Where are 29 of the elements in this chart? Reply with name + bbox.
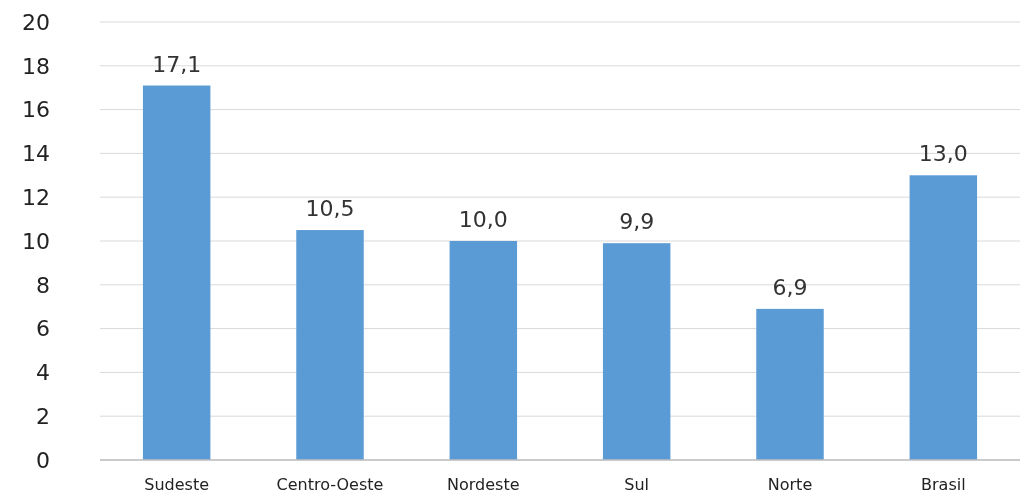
y-tick-label: 10 bbox=[22, 228, 50, 254]
y-tick-label: 0 bbox=[36, 447, 50, 473]
data-label: 13,0 bbox=[918, 141, 968, 167]
bar bbox=[142, 85, 211, 460]
data-label: 9,9 bbox=[619, 209, 655, 235]
bar bbox=[756, 308, 824, 460]
y-tick-label: 4 bbox=[36, 360, 50, 386]
y-tick-label: 18 bbox=[22, 53, 50, 79]
bar bbox=[909, 175, 978, 460]
data-label: 10,0 bbox=[458, 207, 508, 232]
data-label: 6,9 bbox=[772, 274, 808, 300]
y-tick-label: 8 bbox=[36, 272, 50, 298]
y-tick-label: 16 bbox=[22, 97, 50, 123]
y-tick-label: 12 bbox=[22, 184, 50, 210]
x-tick-label: Brasil bbox=[921, 475, 966, 494]
y-tick-label: 2 bbox=[36, 403, 50, 429]
bar bbox=[602, 243, 671, 460]
x-tick-label: Nordeste bbox=[447, 475, 520, 494]
y-tick-label: 14 bbox=[22, 141, 50, 167]
bar bbox=[449, 241, 518, 460]
x-tick-label: Sul bbox=[624, 475, 650, 494]
y-tick-label: 20 bbox=[22, 9, 50, 35]
x-tick-label: Centro-Oeste bbox=[276, 475, 384, 494]
data-label: 10,5 bbox=[305, 196, 355, 222]
data-label: 17,1 bbox=[152, 51, 202, 77]
bar bbox=[296, 230, 364, 460]
y-tick-label: 6 bbox=[36, 316, 50, 342]
x-tick-label: Sudeste bbox=[144, 475, 210, 494]
x-tick-label: Norte bbox=[767, 475, 813, 494]
